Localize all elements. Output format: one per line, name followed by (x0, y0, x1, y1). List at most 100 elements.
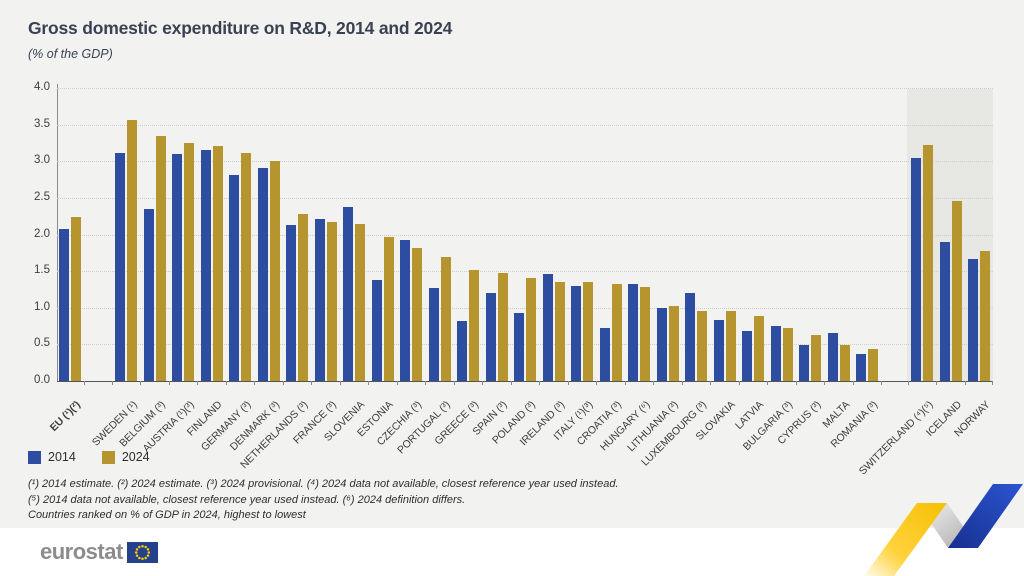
legend-label-2024: 2024 (121, 450, 150, 464)
eurostat-logo-text: eurostat (40, 539, 123, 564)
y-tick-label-3.0: 3.0 (34, 154, 50, 167)
bar-2024-NETHERLANDS (³) (298, 214, 308, 381)
y-tick-label-3.5: 3.5 (34, 117, 50, 130)
x-axis-tick (368, 381, 370, 385)
bar-2014-SLOVAKIA (713, 319, 724, 381)
bar-chart-plot-area: EU (¹)(²) SWEDEN (¹) BELGIUM (³) AUSTRIA (¹… (48, 88, 993, 477)
x-axis-tick (168, 381, 170, 385)
x-axis-tick (140, 381, 142, 385)
legend-label-2014: 2014 (48, 450, 76, 464)
bar-2014-POLAND (³) (514, 312, 524, 381)
bar-2024-GREECE (³) (469, 270, 479, 381)
bar-2024-ITALY (¹)(³) (583, 282, 593, 381)
page-title: Gross domestic expenditure on R&D, 2014 … (28, 18, 453, 38)
bar-2014-EU (¹)(²) (59, 228, 69, 381)
x-axis-tick (111, 381, 113, 385)
eu-flag-icon (126, 541, 158, 563)
bar-2014-MALTA (827, 332, 838, 381)
x-axis-tick (225, 381, 227, 385)
x-axis-tick (653, 381, 655, 385)
bar-2014-ROMANIA (³) (856, 353, 866, 381)
footnotes: (¹) 2014 estimate. (²) 2024 estimate. (³… (28, 477, 619, 524)
bar-2014-NETHERLANDS (³) (286, 225, 296, 381)
bar-2014-CZECHIA (³) (400, 239, 410, 381)
legend-item-2014: 2014 (28, 450, 76, 464)
x-axis-tick (881, 381, 883, 385)
bar-2014-GERMANY (³) (229, 175, 239, 381)
x-axis-tick (795, 381, 797, 385)
x-axis-tick (396, 381, 398, 385)
x-axis-tick (907, 381, 909, 385)
x-axis-line (57, 381, 993, 382)
bar-2024-FRANCE (³) (326, 222, 337, 381)
bar-2014-BULGARIA (³) (770, 326, 781, 381)
x-axis-tick (681, 381, 683, 385)
bar-2024-MALTA (839, 345, 850, 381)
bar-2014-AUSTRIA (¹)(³) (172, 153, 182, 381)
x-axis-tick (339, 381, 341, 385)
chart-legend: 2014 2024 (28, 450, 150, 464)
gridline-3.0 (57, 161, 993, 163)
bar-2014-FINLAND (200, 150, 211, 381)
bar-2014-ICELAND (939, 241, 950, 381)
y-tick-label-2.0: 2.0 (34, 227, 50, 240)
x-axis-tick (510, 381, 512, 385)
bar-2014-SWEDEN (¹) (115, 153, 125, 381)
bar-2024-FINLAND (212, 145, 223, 381)
bar-2024-LATVIA (754, 315, 764, 381)
bar-2024-CZECHIA (³) (412, 248, 422, 381)
x-axis-tick (453, 381, 455, 385)
bar-2024-LUXEMBOURG (³) (697, 310, 707, 381)
x-axis-tick (852, 381, 854, 385)
bar-2024-EU (¹)(²) (71, 216, 81, 381)
gridline-4.0 (57, 88, 993, 89)
legend-swatch-2014 (28, 450, 41, 464)
bar-2024-DENMARK (³) (269, 161, 280, 381)
bar-2014-CYPRUS (³) (799, 345, 809, 381)
x-axis-tick (539, 381, 541, 385)
y-tick-label-2.5: 2.5 (34, 190, 50, 203)
bar-2014-DENMARK (³) (257, 167, 268, 381)
x-axis-tick (824, 381, 826, 385)
bar-2014-CROATIA (³) (599, 327, 610, 381)
bar-2024-NORWAY (980, 250, 990, 381)
bar-2024-SPAIN (³) (497, 273, 508, 381)
x-axis-tick (624, 381, 626, 385)
bar-2024-CYPRUS (³) (811, 334, 821, 381)
legend-swatch-2024 (101, 450, 115, 464)
x-axis-tick (425, 381, 427, 385)
bar-2024-ESTONIA (383, 236, 394, 381)
bar-2014-NORWAY (968, 258, 978, 381)
legend-item-2024: 2024 (101, 450, 150, 464)
gridline-2.5 (57, 197, 993, 199)
gridline-0.5 (57, 344, 993, 346)
bar-2024-SWEDEN (¹) (127, 119, 137, 381)
bar-2014-SPAIN (³) (485, 293, 496, 381)
bar-2014-IRELAND (³) (542, 274, 553, 381)
y-axis-line (57, 84, 58, 381)
x-axis-tick (992, 381, 993, 385)
bar-2014-BELGIUM (³) (143, 208, 154, 381)
bar-2014-LATVIA (742, 331, 752, 381)
bar-2024-SWITZERLAND (⁴)(⁵) (923, 145, 933, 381)
bar-2014-SWITZERLAND (⁴)(⁵) (911, 158, 921, 381)
x-axis-tick (596, 381, 598, 385)
x-axis-tick (282, 381, 284, 385)
bar-2024-LITHUANIA (³) (668, 306, 679, 381)
footnote-line-1: (¹) 2014 estimate. (²) 2024 estimate. (³… (28, 478, 619, 490)
bar-2024-PORTUGAL (³) (440, 256, 451, 381)
footnote-line-2: (⁵) 2014 data not available, closest ref… (28, 493, 466, 506)
x-axis-tick (311, 381, 313, 385)
x-axis-tick (767, 381, 769, 385)
x-axis-tick (964, 381, 966, 385)
bar-2024-CROATIA (³) (611, 284, 622, 381)
x-axis-tick (254, 381, 256, 385)
bar-2014-LITHUANIA (³) (656, 307, 667, 381)
gridline-2.0 (57, 234, 993, 236)
bar-2024-SLOVENIA (355, 224, 365, 381)
bar-2024-BULGARIA (³) (782, 328, 793, 381)
footnote-line-3: Countries ranked on % of GDP in 2024, hi… (28, 509, 306, 521)
bar-2024-SLOVAKIA (725, 310, 736, 381)
bar-2014-ESTONIA (371, 279, 382, 381)
